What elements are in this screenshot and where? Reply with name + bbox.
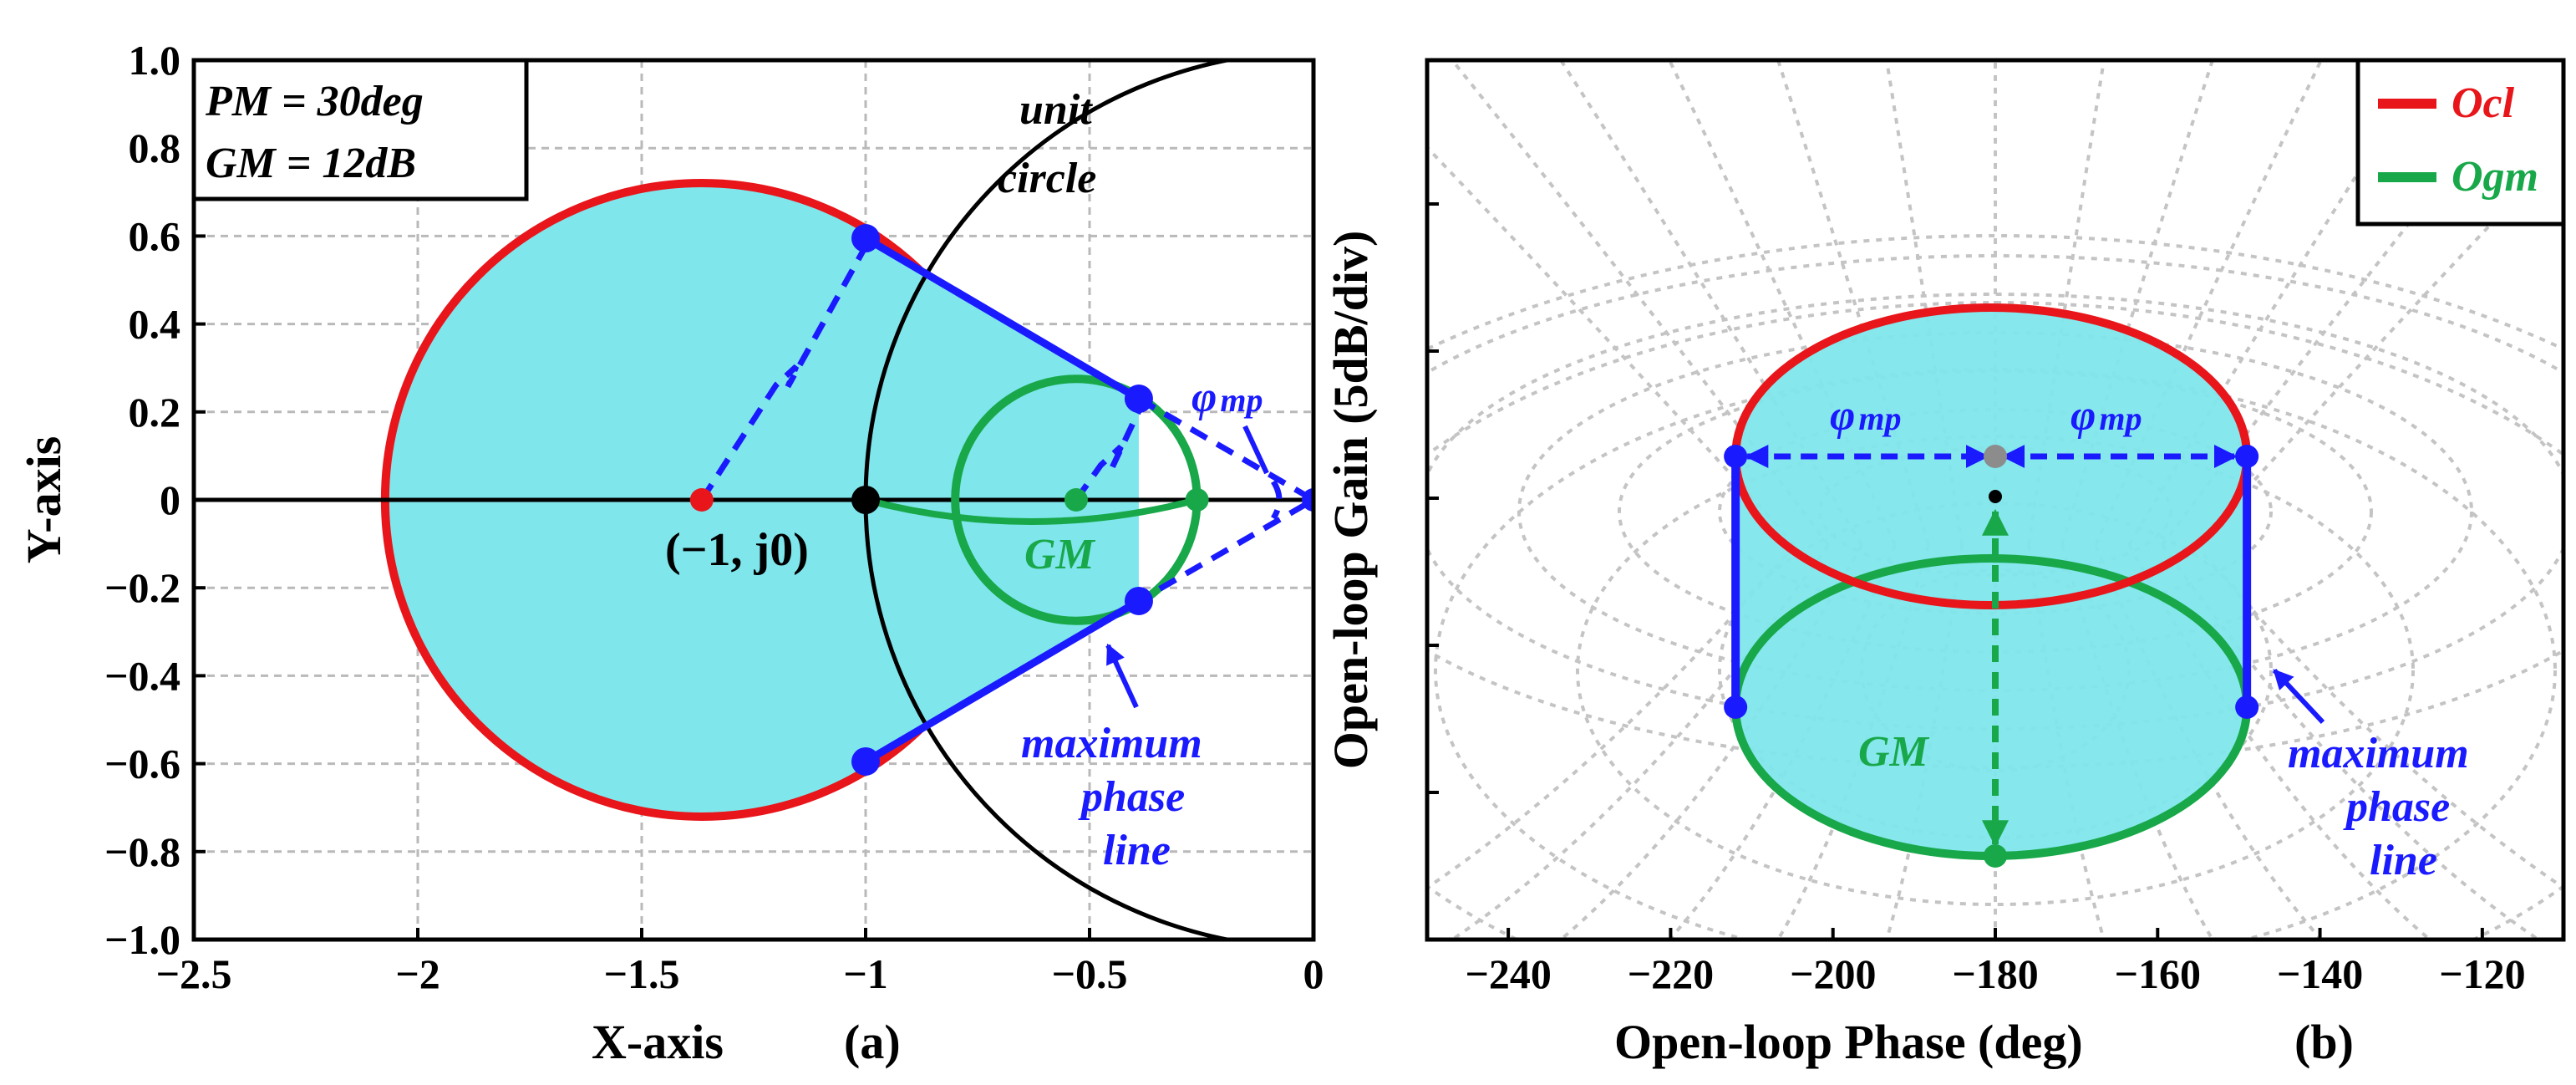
nyquist-points [689, 224, 1313, 776]
point-critical-b [1989, 490, 2002, 503]
max-phase-line-bottom [863, 598, 1141, 765]
nichols-panel: −240 −220 −200 −180 −160 −140 −120 Ocl Ogm φ mp… [1324, 58, 2566, 1069]
point-gm-bottom [1984, 844, 2007, 868]
max-phase-arrow-a [1105, 643, 1139, 709]
legend-ogm-label: Ogm [2452, 153, 2538, 201]
gm-label-b: GM [1858, 728, 1930, 776]
y-tick-label: −0.8 [104, 828, 180, 875]
nichols-ray [1427, 543, 1796, 890]
panel-label-a: (a) [844, 1015, 901, 1069]
y-tick-label: 1.0 [129, 37, 181, 84]
gm-text: GM = 12dB [206, 140, 416, 187]
x-tick-label-b: −120 [2439, 950, 2526, 997]
y-axis-label-a: Y-axis [17, 436, 71, 564]
max-phase-arrow-b [2272, 668, 2325, 725]
pm-text: PM = 30deg [205, 78, 424, 125]
legend-box [2355, 58, 2566, 227]
x-axis-label-a: X-axis [592, 1015, 724, 1069]
point-tangent-red-bottom [851, 746, 880, 776]
x-tick-label-b: −240 [1465, 950, 1552, 997]
nichols-ray [2060, 544, 2214, 940]
y-tick-label: −1.0 [104, 916, 180, 963]
panel-label-b: (b) [2294, 1015, 2354, 1069]
red-radius-zigzag [699, 242, 871, 502]
phi-mp-label-b-right: φ mp [2070, 392, 2142, 440]
x-tick-label-b: −140 [2277, 950, 2364, 997]
point-tangent-green-top [1124, 385, 1153, 414]
nyquist-panel: −2.5 −2 −1.5 −1 −0.5 0 1.0 0.8 0.6 0.4 0.2 0 −0.2 −0.… [17, 37, 1324, 1069]
x-tick-label-b: −220 [1628, 950, 1715, 997]
y-tick-label: −0.6 [104, 741, 180, 787]
y-tick-label: 0.2 [129, 389, 181, 436]
y-tick-label: 0.4 [129, 301, 181, 348]
x-tick-label-b: −200 [1790, 950, 1877, 997]
x-tick-label: −1.5 [604, 950, 680, 997]
x-tick-label-b: −180 [1952, 950, 2039, 997]
nichols-contour [1718, 408, 2273, 615]
green-radius-zigzag [1074, 402, 1146, 502]
point-green-center [1064, 488, 1088, 512]
point-green-end [1185, 488, 1209, 512]
nichols-ray [2127, 544, 2431, 940]
critical-point-label: (−1, j0) [665, 524, 809, 576]
phi-mp-label-a: φ mp [1191, 374, 1263, 421]
nichols-ray [1559, 544, 1863, 940]
x-tick-label: −2.5 [156, 950, 232, 997]
gm-arc [864, 497, 1198, 525]
x-axis-label-b: Open-loop Phase (deg) [1614, 1015, 2083, 1069]
point-corner-bottom-right [2235, 695, 2259, 719]
x-tick-label-b: −160 [2115, 950, 2202, 997]
gm-label-a: GM [1024, 531, 1096, 578]
y-tick-label: 0.8 [129, 125, 181, 171]
legend-ocl-label: Ocl [2452, 79, 2515, 127]
x-tick-label: 0 [1303, 950, 1324, 997]
point-origin [1302, 488, 1313, 512]
max-phase-label-b-2: phase [2343, 783, 2450, 831]
max-phase-label-a-2: phase [1078, 773, 1185, 821]
point-corner-bottom-left [1724, 695, 1748, 719]
nichols-points [1724, 445, 2259, 868]
cylinder-fill [1735, 308, 2248, 856]
point-tangent-green-bottom [1124, 586, 1153, 615]
y-tick-label: −0.2 [104, 564, 180, 611]
nichols-ticks: −240 −220 −200 −180 −160 −140 −120 [1427, 202, 2526, 997]
point-corner-top-left [1724, 445, 1748, 468]
max-phase-label-a-3: line [1103, 827, 1171, 874]
max-phase-label-b-1: maximum [2288, 730, 2469, 777]
x-tick-label: −0.5 [1052, 950, 1128, 997]
nichols-ray [1776, 544, 1930, 940]
phi-mp-leader-a [1242, 425, 1269, 475]
max-phase-label-a-1: maximum [1021, 720, 1202, 767]
info-box [191, 58, 529, 201]
x-tick-label: −1 [843, 950, 888, 997]
x-tick-label: −2 [395, 950, 440, 997]
point-red-center [689, 488, 714, 512]
y-tick-label: 0.6 [129, 212, 181, 259]
origin-dashed-lines [1137, 395, 1313, 604]
y-tick-label: 0 [160, 476, 180, 523]
nyquist-ticks: −2.5 −2 −1.5 −1 −0.5 0 1.0 0.8 0.6 0.4 0.2 0 −0.2 −0.… [104, 37, 1324, 997]
y-tick-label: −0.4 [104, 652, 180, 699]
unit-circle-label-line1: unit [1019, 86, 1093, 134]
max-phase-label-b-3: line [2370, 837, 2437, 884]
point-top-center [1984, 445, 2007, 468]
nichols-ray [1559, 60, 1863, 547]
point-critical [851, 486, 880, 514]
y-axis-label-b: Open-loop Gain (5dB/div) [1324, 231, 1378, 770]
point-tangent-red-top [851, 224, 880, 253]
max-phase-line-top [863, 235, 1141, 402]
unit-circle-label-line2: circle [998, 155, 1096, 202]
nichols-contour [1576, 435, 2415, 906]
nichols-ray [1427, 145, 1796, 547]
phi-mp-label-b-left: φ mp [1830, 392, 1902, 440]
point-corner-top-right [2235, 445, 2259, 468]
